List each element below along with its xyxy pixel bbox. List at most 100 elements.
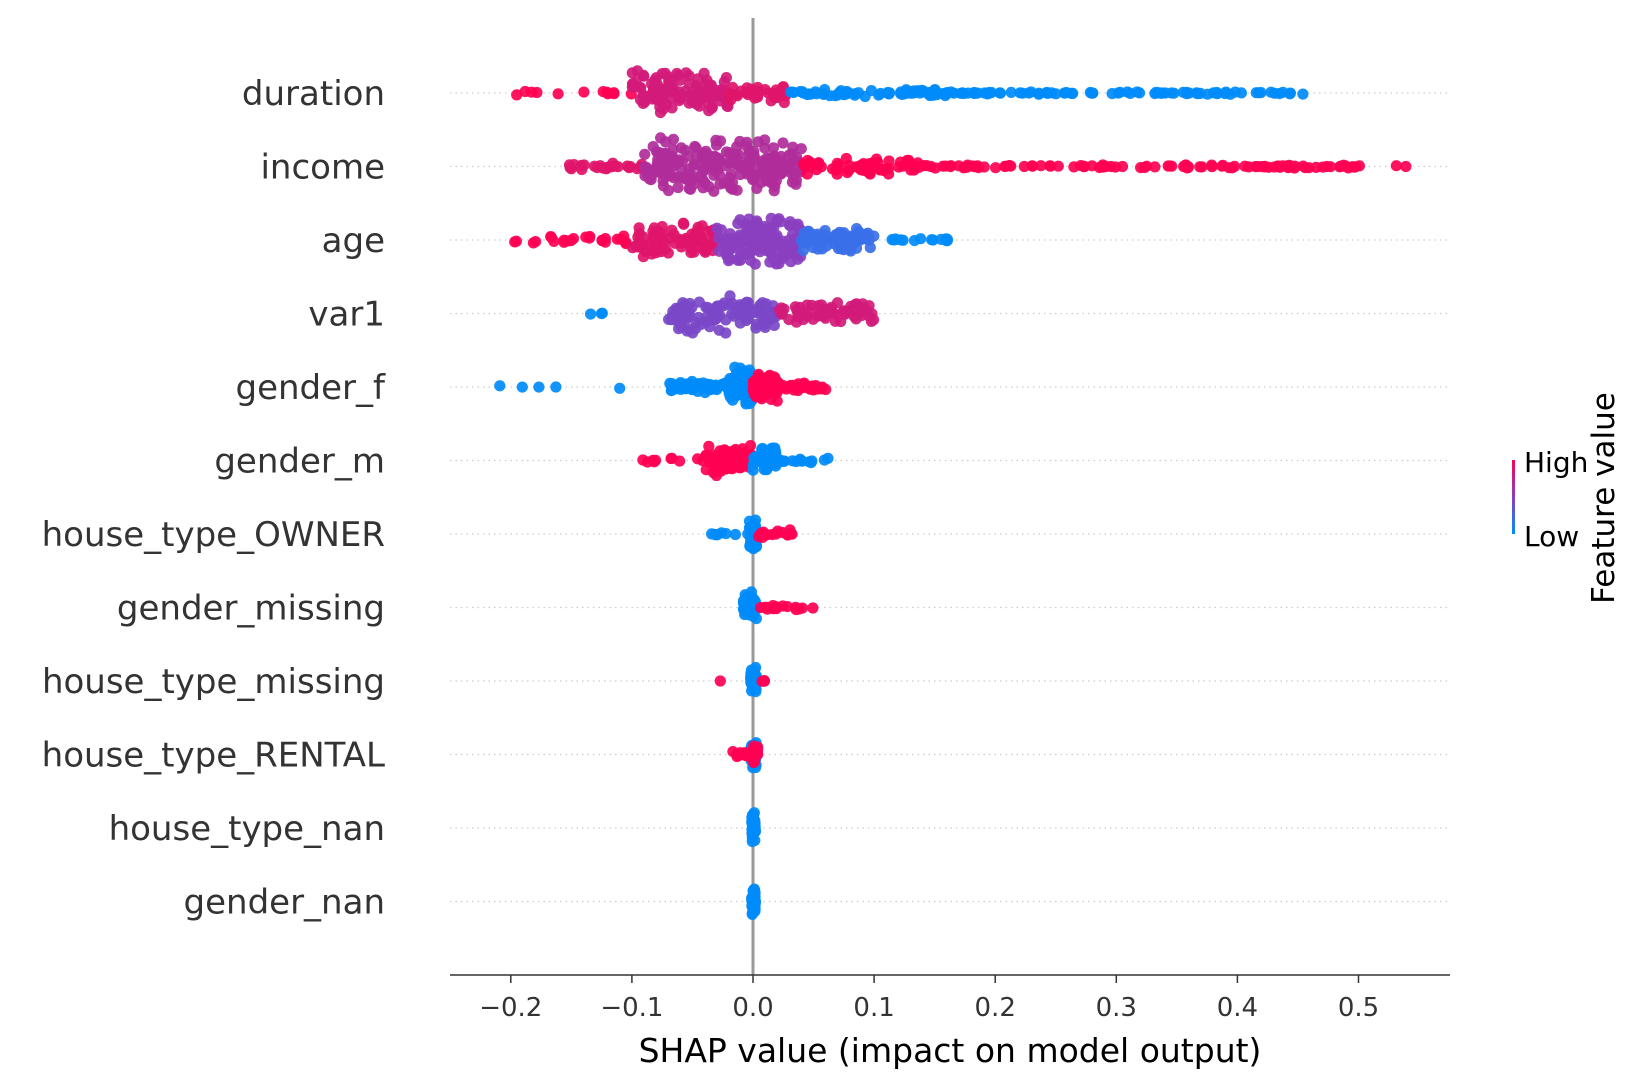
- shap-point: [691, 150, 703, 162]
- shap-point: [807, 602, 819, 614]
- shap-point: [795, 143, 807, 155]
- feature-labels: duration income age var1 gender_f gender_mhou…: [42, 74, 386, 923]
- shap-point: [585, 308, 597, 320]
- shap-point: [749, 897, 762, 909]
- shap-point: [1005, 160, 1017, 172]
- shap-point: [671, 304, 683, 316]
- shap-point: [660, 169, 672, 182]
- shap-point: [550, 381, 562, 393]
- shap-point: [755, 176, 767, 189]
- shap-point: [494, 380, 506, 392]
- shap-point: [749, 834, 761, 847]
- x-axis: −0.2 −0.1 0.0 0.1 0.2 0.3 0.4 0.5: [450, 974, 1450, 1023]
- feature-label: gender_f: [236, 368, 387, 408]
- shap-point: [832, 310, 844, 322]
- shap-point: [637, 251, 650, 263]
- shap-point: [765, 247, 777, 259]
- shap-point: [531, 86, 543, 99]
- points-layer: [494, 65, 1412, 921]
- shap-point: [1026, 160, 1038, 172]
- shap-point: [690, 322, 702, 334]
- shap-point: [745, 586, 758, 598]
- shap-point: [734, 168, 746, 181]
- shap-point: [665, 452, 677, 465]
- shap-point: [1297, 88, 1309, 100]
- shap-point: [832, 162, 844, 175]
- shap-point: [658, 159, 671, 171]
- shap-point: [1226, 162, 1238, 174]
- shap-point: [968, 87, 981, 100]
- shap-point: [880, 163, 892, 175]
- x-tick-label: 0.4: [1217, 993, 1258, 1023]
- shap-point: [647, 86, 659, 99]
- shap-point: [639, 148, 651, 160]
- shap-point: [578, 86, 590, 98]
- shap-point: [710, 379, 722, 391]
- shap-point: [709, 461, 722, 473]
- shap-point: [759, 84, 771, 96]
- row-guides: [450, 92, 1450, 903]
- shap-point: [729, 528, 742, 541]
- shap-point: [664, 377, 676, 389]
- shap-point: [770, 161, 782, 173]
- shap-point: [784, 247, 796, 259]
- shap-point: [777, 235, 789, 247]
- shap-point: [1041, 87, 1053, 99]
- shap-point: [1321, 160, 1333, 173]
- feature-label: income: [260, 148, 385, 188]
- shap-point: [908, 86, 920, 98]
- shap-point: [631, 65, 644, 77]
- shap-point: [1052, 160, 1064, 172]
- shap-point: [621, 160, 633, 172]
- shap-point: [695, 234, 707, 246]
- shap-point: [657, 180, 670, 192]
- shap-point: [777, 137, 789, 149]
- shap-point: [798, 227, 810, 239]
- shap-point: [751, 372, 763, 384]
- shap-point: [865, 85, 878, 97]
- shap-point: [683, 90, 695, 102]
- shap-point: [1390, 160, 1402, 172]
- shap-point: [565, 163, 578, 175]
- shap-point: [889, 234, 901, 246]
- shap-point: [1086, 160, 1098, 172]
- shap-point: [1273, 88, 1286, 100]
- shap-point: [768, 319, 780, 331]
- shap-point: [755, 223, 767, 235]
- shap-point: [953, 160, 965, 172]
- shap-point: [656, 83, 668, 95]
- shap-point: [527, 237, 540, 249]
- shap-point: [720, 72, 733, 84]
- shap-point: [614, 382, 626, 394]
- shap-point: [596, 234, 608, 247]
- shap-point: [736, 246, 748, 258]
- shap-point: [748, 823, 760, 835]
- shap-point: [742, 89, 754, 101]
- shap-point: [634, 240, 646, 252]
- shap-point: [1183, 87, 1195, 99]
- shap-point: [1178, 160, 1190, 173]
- shap-point: [1268, 161, 1280, 173]
- shap-point: [1303, 162, 1315, 174]
- shap-point: [752, 748, 764, 761]
- shap-point: [710, 313, 722, 325]
- shap-point: [726, 176, 739, 188]
- shap-point: [865, 315, 878, 327]
- shap-point: [700, 449, 712, 461]
- shap-point: [841, 88, 853, 100]
- feature-label: duration: [242, 74, 385, 114]
- shap-point: [734, 307, 746, 319]
- shap-point: [1106, 88, 1118, 100]
- shap-point: [725, 94, 737, 106]
- shap-point: [1196, 161, 1208, 173]
- shap-point: [994, 87, 1007, 99]
- shap-point: [1075, 160, 1087, 172]
- shap-point: [657, 228, 669, 240]
- shap-point: [751, 318, 763, 331]
- shap-point: [703, 440, 715, 452]
- feature-label: house_type_missing: [42, 662, 385, 702]
- shap-point: [1201, 88, 1214, 100]
- shap-point: [663, 313, 675, 325]
- shap-point: [627, 79, 639, 91]
